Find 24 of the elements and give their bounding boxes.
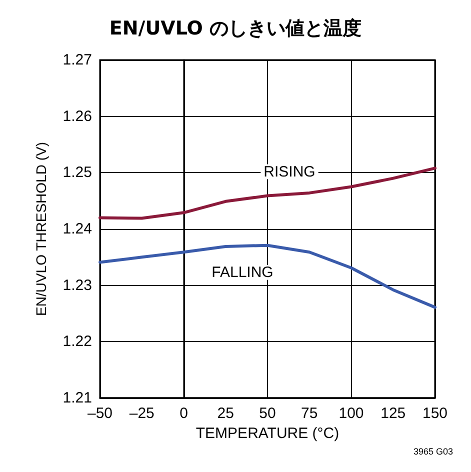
x-tick-label: 0	[180, 405, 188, 422]
y-tick-label: 1.21	[62, 390, 92, 406]
line-series	[98, 244, 436, 309]
y-tick-label: 1.22	[62, 333, 92, 350]
x-tick-label: 150	[422, 405, 448, 422]
chart-title: EN/UVLO のしきい値と温度	[109, 18, 362, 40]
x-tick-label: 50	[259, 405, 276, 422]
y-axis-title: EN/UVLO THRESHOLD (V)	[33, 142, 49, 316]
x-tick-label: –50	[87, 405, 113, 422]
x-tick-label: 125	[380, 405, 406, 422]
x-axis-title: TEMPERATURE (°C)	[196, 425, 340, 442]
y-tick-label: 1.26	[62, 108, 92, 125]
x-tick-label: 75	[301, 405, 318, 422]
series-label: RISING	[264, 163, 316, 180]
text: 3965 G03	[413, 446, 453, 456]
x-tick-label: 100	[338, 405, 364, 422]
line-series	[98, 166, 436, 220]
y-tick-label: 1.23	[62, 276, 92, 294]
x-tick-label: –25	[129, 405, 154, 422]
y-tick-label: 1.27	[62, 52, 92, 68]
y-tick-label: 1.24	[62, 220, 92, 238]
series-label: FALLING	[212, 264, 274, 281]
y-tick-label: 1.25	[62, 164, 92, 182]
x-tick-label: 25	[217, 405, 234, 422]
